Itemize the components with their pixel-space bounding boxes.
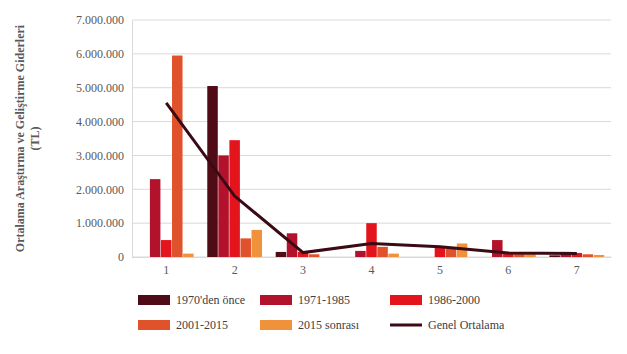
y-tick-label: 3.000.000 xyxy=(76,149,124,163)
x-tick-label: 6 xyxy=(505,263,511,277)
bar xyxy=(183,254,194,257)
y-axis-title: Ortalama Araştırma ve Geliştirme Giderle… xyxy=(13,24,42,252)
chart: 0 1.000.000 2.000.000 3.000.000 4.000.000 5.0… xyxy=(0,0,627,354)
bar xyxy=(481,257,492,258)
y-tick-label: 6.000.000 xyxy=(76,47,124,61)
y-tick: 2.000.000 xyxy=(76,183,132,197)
bar-series xyxy=(161,140,582,257)
y-axis-line xyxy=(132,21,133,258)
x-tick: 3 xyxy=(300,257,306,277)
x-tick: 1 xyxy=(163,257,169,277)
bar xyxy=(344,257,355,258)
y-tick: 0 xyxy=(118,250,132,264)
bar-series xyxy=(172,56,593,257)
bar xyxy=(252,230,263,257)
legend-item: 1970'den önce xyxy=(138,293,245,307)
y-tick-label: 0 xyxy=(118,250,124,264)
legend-item: 1986-2000 xyxy=(390,293,480,307)
bar xyxy=(139,257,150,258)
x-tick: 7 xyxy=(574,257,580,277)
y-tick-label: 4.000.000 xyxy=(76,115,124,129)
grid xyxy=(132,20,611,257)
x-axis: 1 2 3 4 5 6 7 xyxy=(133,257,612,277)
legend-label: 1986-2000 xyxy=(428,293,480,307)
bar xyxy=(161,240,172,257)
x-tick-label: 2 xyxy=(232,263,238,277)
bar xyxy=(549,255,560,257)
y-tick-label: 5.000.000 xyxy=(76,81,124,95)
bar xyxy=(150,179,161,257)
bar xyxy=(218,155,229,257)
bar-series xyxy=(207,86,560,257)
x-tick: 4 xyxy=(369,257,375,277)
bar-series xyxy=(150,155,571,257)
bar xyxy=(240,238,251,257)
bar xyxy=(366,223,377,257)
legend-swatch xyxy=(138,295,170,305)
bar xyxy=(172,56,183,257)
x-tick: 6 xyxy=(505,257,511,277)
bar xyxy=(492,240,503,257)
x-tick: 2 xyxy=(232,257,238,277)
grid-line xyxy=(132,53,611,54)
bar xyxy=(388,254,399,257)
x-tick-label: 7 xyxy=(574,263,580,277)
legend: 1970'den önce 1971-1985 1986-2000 2001-2015… xyxy=(138,293,505,332)
bar xyxy=(276,252,287,257)
x-tick-label: 1 xyxy=(163,263,169,277)
legend-swatch xyxy=(260,320,292,330)
legend-label: 1971-1985 xyxy=(298,293,350,307)
legend-swatch xyxy=(138,320,170,330)
y-tick: 7.000.000 xyxy=(76,13,132,27)
line xyxy=(166,103,577,254)
legend-label: 1970'den önce xyxy=(176,293,245,307)
legend-label: 2015 sonrası xyxy=(298,318,360,332)
legend-item: Genel Ortalama xyxy=(390,318,505,332)
bar xyxy=(424,257,435,258)
legend-item: 2015 sonrası xyxy=(260,318,360,332)
legend-item: 1971-1985 xyxy=(260,293,350,307)
y-tick-label: 2.000.000 xyxy=(76,183,124,197)
legend-swatch xyxy=(390,295,422,305)
y-tick: 1.000.000 xyxy=(76,216,132,230)
y-tick-label: 1.000.000 xyxy=(76,216,124,230)
y-tick-label: 7.000.000 xyxy=(76,13,124,27)
grid-line xyxy=(132,121,611,122)
x-tick-label: 3 xyxy=(300,263,306,277)
bar xyxy=(583,254,594,257)
x-tick-label: 5 xyxy=(437,263,443,277)
legend-item: 2001-2015 xyxy=(138,318,228,332)
legend-label: Genel Ortalama xyxy=(428,318,505,332)
y-tick: 6.000.000 xyxy=(76,47,132,61)
plot-area xyxy=(150,56,604,257)
x-tick: 5 xyxy=(437,257,443,277)
x-axis-line xyxy=(133,257,612,258)
bar xyxy=(355,251,366,257)
legend-label: 2001-2015 xyxy=(176,318,228,332)
bar xyxy=(320,257,331,258)
y-tick: 5.000.000 xyxy=(76,81,132,95)
grid-line xyxy=(132,20,611,21)
bar xyxy=(377,247,388,257)
bar xyxy=(413,257,424,258)
legend-swatch xyxy=(260,295,292,305)
legend-swatch xyxy=(390,324,422,327)
grid-line xyxy=(132,189,611,190)
y-tick: 3.000.000 xyxy=(76,149,132,163)
y-tick: 4.000.000 xyxy=(76,115,132,129)
y-axis: 0 1.000.000 2.000.000 3.000.000 4.000.000 5.0… xyxy=(76,13,133,264)
grid-line xyxy=(132,87,611,88)
bar xyxy=(594,255,605,257)
x-tick-label: 4 xyxy=(369,263,375,277)
bar xyxy=(309,254,320,257)
